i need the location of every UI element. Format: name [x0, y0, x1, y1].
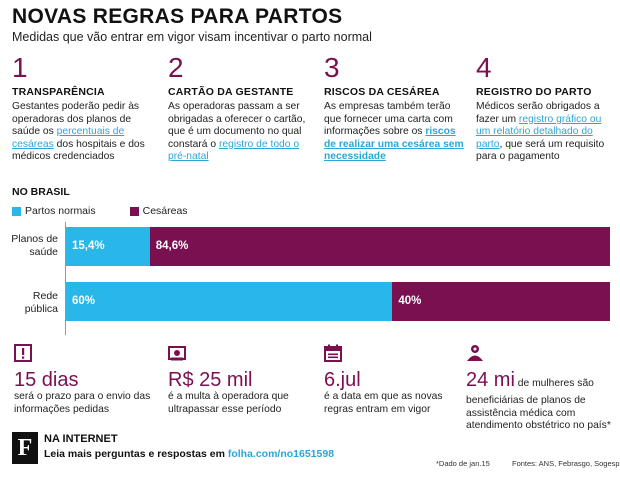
- data-label: 60%: [72, 295, 96, 307]
- people-icon: [467, 345, 483, 361]
- chart-axis-line: [65, 222, 66, 335]
- rule-heading: RISCOS DA CESÁREA: [324, 86, 440, 98]
- fact-item: 24 mi de mulheres são beneficiárias de p…: [466, 344, 614, 433]
- folha-logo: F: [12, 432, 38, 464]
- page-subtitle: Medidas que vão entrar em vigor visam in…: [12, 30, 372, 44]
- money-icon: [168, 346, 186, 361]
- legend-label: Cesáreas: [142, 205, 188, 217]
- rule-column-4: 4 REGISTRO DO PARTO Médicos serão obriga…: [476, 52, 610, 164]
- legend-swatch: [12, 206, 21, 216]
- rule-number: 2: [168, 52, 184, 83]
- rule-text: Médicos serão obrigados a fazer um regis…: [476, 101, 610, 164]
- fact-item: 6.jul é a data em que as novas regras en…: [324, 344, 464, 416]
- fact-text: beneficiárias de planos de assistência m…: [466, 395, 611, 431]
- rule-heading: TRANSPARÊNCIA: [12, 86, 105, 98]
- category-label: Planos de saúde: [11, 233, 58, 258]
- rule-link[interactable]: percentuais de cesáreas: [12, 126, 125, 150]
- bar-segment-normal: [66, 282, 393, 321]
- rule-number: 1: [12, 52, 28, 83]
- fact-value-suffix: de mulheres são: [514, 378, 594, 389]
- bar-segment-cesarea: [392, 282, 610, 321]
- rule-heading: REGISTRO DO PARTO: [476, 86, 592, 98]
- footer-text: Leia mais perguntas e respostas em folha…: [44, 448, 334, 460]
- rule-number: 3: [324, 52, 340, 83]
- legend-swatch: [129, 206, 139, 216]
- rule-column-1: 1 TRANSPARÊNCIA Gestantes poderão pedir …: [12, 52, 152, 164]
- rule-text: As operadoras passam a ser obrigadas a o…: [168, 101, 308, 164]
- legend-item-cesarea: Cesáreas: [129, 205, 188, 217]
- rule-text-part: , que será um requisito para o pagamento: [476, 138, 605, 163]
- fact-value: 6.jul: [324, 369, 361, 391]
- rule-text-part: As empresas também terão que fornecer um…: [324, 101, 453, 137]
- rule-text-part: Gestantes poderão pedir às operadoras do…: [12, 101, 140, 137]
- rule-heading: CARTÃO DA GESTANTE: [168, 86, 294, 98]
- fact-value: 15 dias: [14, 369, 79, 391]
- data-label: 84,6%: [155, 240, 189, 252]
- legend-label: Partos normais: [25, 205, 96, 217]
- rule-link[interactable]: registro gráfico ou um relatório detalha…: [476, 113, 602, 150]
- fact-item: 15 dias será o prazo para o envio das in…: [14, 344, 154, 416]
- rule-link[interactable]: registro de todo o pré-natal: [168, 138, 300, 163]
- sources: Fontes: ANS, Febrasgo, Sogesp: [512, 459, 620, 468]
- chart-legend: Partos normais Cesáreas: [12, 205, 188, 217]
- footer-link[interactable]: folha.com/no1651598: [227, 448, 335, 460]
- fact-text: é a data em que as novas regras entram e…: [324, 391, 443, 415]
- rule-text-part: dos hospitais e dos médicos credenciados: [12, 138, 145, 163]
- fact-text: é a multa à operadora que ultrapassar es…: [168, 391, 289, 415]
- footer-text-part: Leia mais perguntas e respostas em: [44, 448, 228, 460]
- page-title: NOVAS REGRAS PARA PARTOS: [12, 5, 343, 28]
- fact-value: 24 mi de mulheres são: [466, 369, 614, 395]
- rule-text-part: As operadoras passam a ser obrigadas a o…: [168, 101, 306, 150]
- fact-text: será o prazo para o envio das informaçõe…: [14, 391, 151, 415]
- stacked-bar-row: 15,4% 84,6%: [66, 227, 610, 266]
- bar-segment-cesarea: [149, 227, 610, 266]
- rule-text-part: Médicos serão obrigados a fazer um: [476, 101, 600, 125]
- legend-item-normal: Partos normais: [12, 205, 96, 217]
- rule-text: Gestantes poderão pedir às operadoras do…: [12, 101, 152, 164]
- rule-text: As empresas também terão que fornecer um…: [324, 101, 464, 164]
- stacked-bar-row: 60% 40%: [66, 282, 610, 321]
- rule-column-2: 2 CARTÃO DA GESTANTE As operadoras passa…: [168, 52, 308, 164]
- calendar-icon: [324, 344, 342, 362]
- footnote: *Dado de jan.15: [436, 459, 490, 468]
- category-label: Rede pública: [24, 290, 58, 315]
- fact-value: R$ 25 mil: [168, 369, 253, 391]
- data-label: 40%: [398, 295, 422, 307]
- footer-title: NA INTERNET: [44, 433, 118, 445]
- bar-segment-normal: [66, 227, 150, 266]
- chart-title: NO BRASIL: [12, 186, 70, 198]
- data-label: 15,4%: [72, 240, 105, 252]
- rule-column-3: 3 RISCOS DA CESÁREA As empresas também t…: [324, 52, 464, 164]
- alert-icon: [14, 344, 32, 362]
- fact-item: R$ 25 mil é a multa à operadora que ultr…: [168, 344, 308, 416]
- rule-number: 4: [476, 52, 492, 83]
- fact-value-number: 24 mi: [466, 369, 515, 391]
- rule-link[interactable]: riscos de realizar uma cesárea sem neces…: [324, 126, 464, 162]
